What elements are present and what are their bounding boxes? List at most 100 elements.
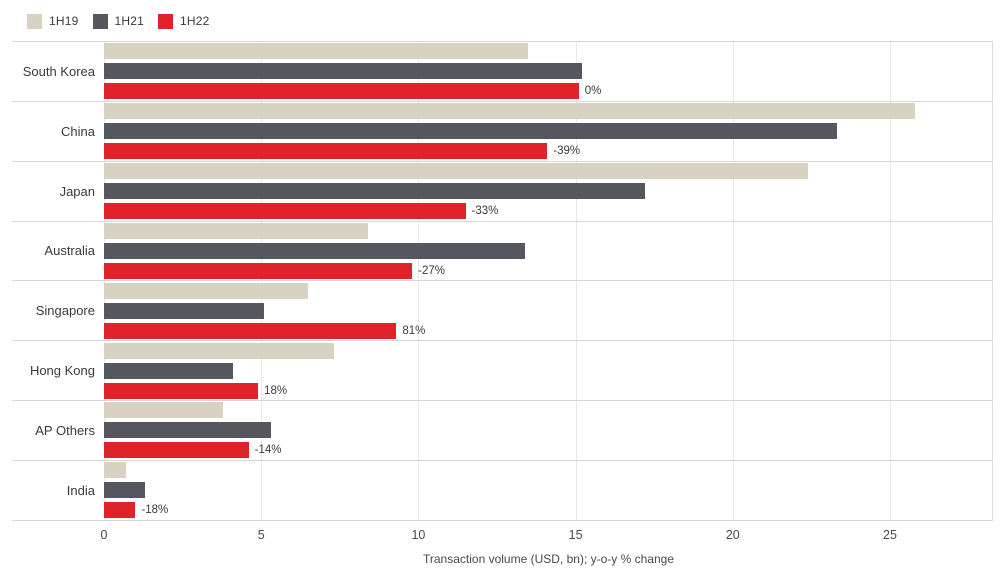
x-axis-title: Transaction volume (USD, bn); y-o-y % ch…: [423, 551, 674, 566]
category-label: China: [61, 123, 95, 139]
bar-1h19: [104, 462, 126, 479]
bar-group: 18%: [104, 341, 993, 400]
yoy-change-label: -18%: [141, 504, 169, 517]
category-label: India: [66, 482, 95, 498]
category-label: Hong Kong: [29, 363, 95, 379]
bar-1h19: [104, 43, 529, 60]
bar-1h22: [104, 143, 548, 160]
yoy-change-label: 18%: [264, 384, 288, 397]
bar-1h22: [104, 262, 413, 279]
bar-group: -18%: [104, 461, 993, 520]
category-label: South Korea: [22, 63, 95, 79]
bar-1h22: [104, 442, 249, 459]
bar-line: -18%: [104, 502, 993, 519]
bar-1h21: [104, 362, 233, 379]
chart-rows: South Korea 0% China -39% Japan -33% Australia…: [12, 41, 993, 521]
category-label: Japan: [59, 183, 95, 199]
bar-1h21: [104, 422, 271, 439]
yoy-change-label: -39%: [553, 145, 581, 158]
bar-line: [104, 103, 993, 120]
bar-1h19: [104, 103, 916, 120]
chart-row-south-korea: South Korea 0%: [12, 41, 993, 101]
x-tick-label-15: 15: [568, 527, 583, 542]
bar-line: 0%: [104, 83, 993, 100]
chart-row-india: India -18%: [12, 459, 993, 520]
bar-1h21: [104, 123, 837, 140]
bar-line: [104, 482, 993, 499]
bar-group: -39%: [104, 102, 993, 161]
bar-group: -27%: [104, 222, 993, 281]
x-tick-label-20: 20: [725, 527, 740, 542]
chart-row-hong-kong: Hong Kong 18%: [12, 340, 993, 400]
yoy-change-label: 81%: [402, 324, 426, 337]
chart-row-singapore: Singapore 81%: [12, 280, 993, 340]
bar-group: -14%: [104, 401, 993, 460]
bar-line: -33%: [104, 203, 993, 220]
x-tick-label-10: 10: [411, 527, 426, 542]
bar-1h19: [104, 222, 369, 239]
legend-label: 1H19: [49, 14, 79, 28]
x-tick-label-25: 25: [883, 527, 897, 542]
bar-group: 0%: [104, 42, 993, 101]
legend-item-1h21: 1H21: [92, 13, 145, 29]
yoy-change-label: -14%: [254, 444, 282, 457]
yoy-change-label: 0%: [584, 85, 602, 98]
bar-line: [104, 402, 993, 419]
bar-line: -39%: [104, 143, 993, 160]
bar-1h22: [104, 322, 397, 339]
category-label: Australia: [44, 243, 95, 259]
bar-line: [104, 63, 993, 80]
bar-line: [104, 362, 993, 379]
bar-1h22: [104, 502, 136, 519]
bar-line: [104, 282, 993, 299]
chart-row-china: China -39%: [12, 100, 993, 161]
yoy-change-label: -27%: [418, 264, 445, 277]
legend-swatch-icon: [92, 13, 108, 29]
bar-group: -33%: [104, 162, 993, 221]
x-tick-label-0: 0: [100, 527, 108, 542]
legend-label: 1H22: [180, 14, 210, 28]
bar-1h21: [104, 63, 582, 80]
bar-1h21: [104, 242, 526, 259]
legend: 1H19 1H21 1H22: [0, 0, 1004, 29]
x-tick-label-5: 5: [257, 527, 265, 542]
bar-line: -27%: [104, 262, 993, 279]
legend-swatch-icon: [158, 13, 173, 29]
bar-line: [104, 183, 993, 200]
chart-row-ap-others: AP Others -14%: [12, 400, 993, 460]
legend-item-1h22: 1H22: [158, 13, 210, 29]
bar-line: [104, 302, 993, 319]
chart-row-japan: Japan -33%: [12, 160, 993, 221]
bar-1h22: [104, 382, 259, 399]
x-axis: 0 5 10 15 20 25: [100, 521, 993, 543]
chart-row-australia: Australia -27%: [12, 220, 993, 281]
category-label: Singapore: [35, 303, 95, 319]
category-label: AP Others: [35, 422, 95, 438]
yoy-change-label: -33%: [471, 205, 499, 218]
bar-line: [104, 222, 993, 239]
bar-1h22: [104, 83, 579, 100]
bar-line: 81%: [104, 322, 993, 339]
bar-group: 81%: [104, 281, 993, 340]
bar-line: [104, 123, 993, 140]
bar-line: [104, 422, 993, 439]
bar-1h21: [104, 482, 145, 499]
bar-1h19: [104, 282, 309, 299]
bar-line: [104, 242, 993, 259]
bar-line: [104, 342, 993, 359]
legend-item-1h19: 1H19: [27, 13, 79, 29]
bar-line: [104, 163, 993, 180]
bar-1h22: [104, 203, 466, 220]
bar-line: [104, 43, 993, 60]
legend-label: 1H21: [114, 14, 144, 28]
bar-1h21: [104, 183, 645, 200]
bar-line: -14%: [104, 442, 993, 459]
bar-1h19: [104, 402, 224, 419]
bar-1h19: [104, 342, 334, 359]
legend-swatch-icon: [27, 13, 42, 29]
bar-line: 18%: [104, 382, 993, 399]
bar-1h19: [104, 163, 809, 180]
bar-line: [104, 462, 993, 479]
bar-1h21: [104, 302, 265, 319]
